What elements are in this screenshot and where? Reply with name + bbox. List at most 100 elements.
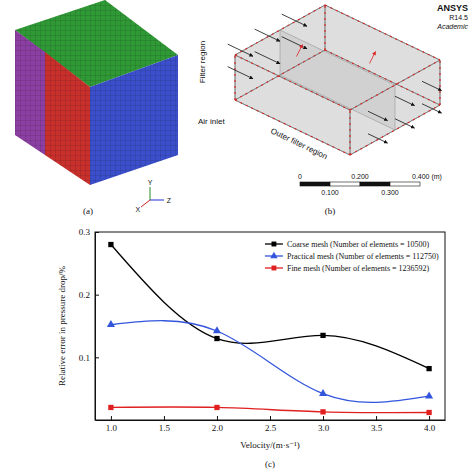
y-tick-label: 0.1	[79, 353, 90, 363]
triad-axis	[150, 187, 151, 200]
y-tick-label: 0.2	[79, 290, 90, 300]
series-marker	[108, 405, 113, 410]
series-marker	[426, 410, 431, 415]
x-tick-mark	[164, 416, 165, 420]
right-face	[90, 55, 178, 185]
panel-label: (b)	[325, 206, 336, 216]
series-marker	[425, 392, 433, 399]
scale-bar-segment	[360, 182, 390, 186]
left-face-lower	[45, 52, 90, 185]
series-marker	[320, 409, 325, 414]
x-tick: 2.0	[212, 416, 224, 433]
x-tick-label: 4.0	[424, 423, 436, 433]
x-tick-mark	[376, 416, 377, 420]
panel-a: Y X Z	[15, 0, 178, 213]
series-marker	[108, 242, 113, 247]
x-tick-mark	[217, 416, 218, 420]
x-tick: 3.5	[371, 416, 383, 433]
x-tick-label: 2.0	[212, 423, 224, 433]
filter-region-label: Filter region	[198, 41, 207, 83]
wall-arrow	[297, 45, 303, 57]
boundary-edge	[350, 60, 440, 110]
x-tick: 1.0	[106, 416, 118, 433]
y-tick: 0.1	[79, 353, 99, 363]
scale-bar-label: 0.100	[321, 189, 339, 196]
triad-label: Y	[148, 179, 153, 186]
boundary-edge	[235, 100, 350, 155]
boundary-edge	[234, 55, 235, 100]
series-marker	[426, 366, 431, 371]
outlet-arrow	[368, 111, 388, 120]
scale-bar-segment	[390, 182, 420, 186]
series-line	[111, 321, 429, 403]
series-marker	[214, 405, 219, 410]
x-axis-title: Velocity/(m·s⁻¹)	[240, 440, 299, 450]
wall-arrow	[370, 52, 376, 64]
legend-label: Fine mesh (Number of elements = 1236592)	[287, 264, 430, 273]
outlet-arrow	[395, 96, 415, 105]
scale-bar-label: 0	[298, 173, 302, 180]
outlet-arrow	[368, 134, 388, 143]
plot-data	[107, 242, 433, 415]
inlet-arrow	[282, 14, 307, 26]
triad-label: Z	[167, 197, 172, 204]
x-tick: 2.5	[265, 416, 277, 433]
software-label: Academic	[436, 23, 468, 30]
triad-axis	[150, 200, 164, 201]
x-tick-mark	[111, 416, 112, 420]
software-label: R14.5	[449, 14, 468, 21]
x-tick-label: 2.5	[265, 423, 277, 433]
scale-bar-segment	[300, 182, 330, 186]
series-marker	[214, 336, 219, 341]
boundary-edge	[349, 110, 350, 155]
boundary-edge	[235, 50, 325, 100]
legend-label: Practical mesh (Number of elements = 112…	[287, 252, 439, 261]
panel-label: (c)	[265, 459, 275, 469]
scale-bar-label: 0.300	[381, 189, 399, 196]
x-axis: 1.0 1.5 2.0 2.5 3.0 3.5 4.0	[96, 416, 446, 433]
y-tick: 0.2	[79, 290, 99, 300]
y-tick-mark	[95, 295, 99, 296]
x-tick-mark	[270, 416, 271, 420]
figure: YXZFilter regionAir inletOuter filter re…	[0, 0, 474, 474]
filter-plane	[280, 30, 395, 130]
legend: Coarse mesh (Number of elements = 10500)…	[265, 240, 439, 273]
x-tick: 4.0	[424, 416, 436, 433]
scale-bar-label: 0.400 (m)	[412, 173, 442, 181]
left-face-lower-mesh	[45, 52, 90, 185]
inlet-arrow	[255, 52, 280, 64]
triad-axis	[141, 200, 150, 207]
inlet-arrow	[228, 44, 253, 56]
panel-label: (a)	[83, 206, 93, 216]
outlet-arrow	[395, 119, 415, 128]
series-marker	[320, 333, 325, 338]
boundary-edge	[350, 105, 440, 155]
boundary-edge	[439, 60, 440, 105]
panel-c: 1.01.52.02.53.03.54.00.10.20.3Velocity/(…	[57, 227, 446, 450]
boundary-edge	[325, 5, 440, 60]
boundary-edge	[324, 5, 325, 50]
series-marker	[319, 389, 327, 396]
x-tick-label: 3.0	[318, 423, 330, 433]
outlet-arrow	[422, 104, 442, 113]
scale-bar-label: 0.200	[351, 173, 369, 180]
inlet-arrow	[255, 29, 280, 41]
plot-frame	[95, 232, 445, 420]
legend-swatch-marker	[270, 252, 277, 258]
legend-swatch-marker	[271, 242, 276, 247]
right-face-mesh	[90, 55, 178, 185]
series-line	[111, 245, 429, 369]
left-face-upper-mesh	[15, 30, 45, 155]
legend-label: Coarse mesh (Number of elements = 10500)	[287, 240, 430, 249]
x-tick-mark	[429, 416, 430, 420]
y-axis: 0.10.20.3	[79, 227, 99, 420]
x-tick-label: 1.5	[159, 423, 171, 433]
left-face-upper	[15, 30, 45, 155]
triad-label: X	[136, 206, 141, 213]
x-tick-label: 3.5	[371, 423, 383, 433]
y-axis-title: Relative error in pressure drop/%	[57, 266, 67, 386]
software-label: ANSYS	[437, 3, 468, 13]
inlet-arrow	[282, 37, 307, 49]
series-marker	[213, 326, 221, 333]
outlet-arrow	[422, 81, 442, 90]
